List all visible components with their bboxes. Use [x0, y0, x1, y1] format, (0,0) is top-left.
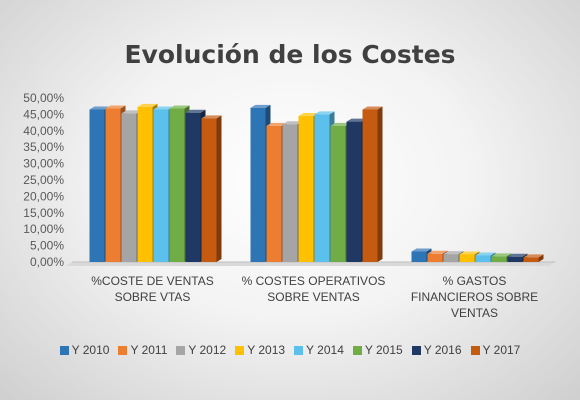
bar-front [459, 254, 475, 262]
y-tick-label: 25,00% [23, 173, 64, 187]
x-tick-label: % COSTES OPERATIVOS SOBRE VENTAS [242, 274, 386, 304]
legend-swatch [59, 345, 69, 355]
legend-label: Y 2016 [423, 343, 462, 357]
bar [201, 115, 222, 262]
bar-top [411, 248, 432, 252]
chart-legend: Y 2010 Y 2011 Y 2012 Y 2013 Y 2014 Y 2015 Y 20… [0, 343, 580, 357]
y-tick-label: 30,00% [23, 157, 64, 171]
legend-item: Y 2015 [352, 343, 403, 357]
x-tick-label: % GASTOS FINANCIEROS SOBRE VENTAS [411, 274, 538, 320]
bar-front [153, 109, 169, 262]
bar-front [491, 256, 507, 262]
legend-swatch [352, 345, 362, 355]
bar-front [169, 108, 185, 262]
legend-swatch [176, 345, 186, 355]
bar-top [250, 104, 271, 108]
bar-front [137, 106, 153, 262]
bar-top [137, 103, 158, 107]
legend-label: Y 2014 [306, 343, 344, 357]
bar-front [185, 112, 201, 262]
bar-top [362, 106, 383, 110]
legend-swatch [294, 345, 304, 355]
bar-front [507, 256, 523, 262]
bar-top [201, 115, 222, 119]
bar-top [443, 251, 464, 255]
y-tick-label: 50,00% [23, 91, 64, 105]
bar-top [266, 122, 287, 126]
bar-front [266, 125, 282, 262]
y-tick-label: 35,00% [23, 140, 64, 154]
legend-item: Y 2014 [294, 343, 344, 357]
bar-front [330, 125, 346, 262]
bar-front [523, 257, 539, 262]
legend-label: Y 2015 [364, 343, 403, 357]
bar-front [475, 255, 491, 262]
bar-side [538, 254, 544, 262]
bar-top [523, 254, 544, 258]
legend-item: Y 2013 [235, 343, 285, 357]
legend-label: Y 2017 [482, 343, 521, 357]
bar-top [121, 110, 142, 114]
y-tick-label: 20,00% [23, 189, 64, 203]
legend-label: Y 2010 [71, 343, 110, 357]
bar-top [507, 253, 528, 257]
legend-item: Y 2017 [470, 343, 521, 357]
bar-top [105, 105, 126, 109]
bar-front [105, 108, 121, 262]
y-tick-label: 0,00% [30, 255, 64, 269]
bar-top [314, 111, 335, 115]
bar-top [89, 106, 110, 110]
y-tick-label: 10,00% [23, 222, 64, 236]
bar-front [89, 109, 105, 262]
bar-top [169, 105, 190, 109]
bar-top [298, 113, 319, 117]
legend-label: Y 2011 [130, 343, 168, 357]
legend-swatch [235, 345, 245, 355]
chart-floor [66, 262, 555, 266]
bar [362, 106, 383, 262]
legend-swatch [411, 345, 421, 355]
bar-side [216, 115, 222, 262]
bar-top [475, 252, 496, 256]
bar-front [314, 114, 330, 263]
bar-front [298, 116, 314, 262]
bar-front [346, 121, 362, 262]
legend-item: Y 2011 [118, 343, 167, 357]
legend-swatch [470, 345, 480, 355]
legend-label: Y 2012 [188, 343, 227, 357]
bar-top [491, 253, 512, 257]
legend-label: Y 2013 [247, 343, 286, 357]
legend-item: Y 2012 [176, 343, 226, 357]
bar-top [346, 118, 367, 122]
bar-front [362, 109, 378, 262]
bar-top [185, 109, 206, 113]
bar-side [377, 106, 383, 262]
y-tick-label: 5,00% [30, 239, 64, 253]
y-tick-label: 15,00% [23, 206, 64, 220]
bar [523, 254, 544, 262]
legend-swatch [118, 345, 128, 355]
y-tick-label: 40,00% [23, 124, 64, 138]
bar-top [459, 251, 480, 255]
bar-front [250, 107, 266, 262]
bar-front [427, 253, 443, 262]
chart-title: Evolución de los Costes [124, 40, 456, 69]
bar-top [153, 106, 174, 110]
bar-top [282, 121, 303, 125]
bar-front [121, 113, 137, 262]
legend-item: Y 2016 [411, 343, 462, 357]
bar-front [411, 251, 427, 262]
bar-top [427, 250, 448, 254]
x-tick-label: %COSTE DE VENTAS SOBRE VTAS [91, 274, 213, 304]
bar-front [282, 124, 298, 263]
legend-item: Y 2010 [59, 343, 110, 357]
bar-front [201, 118, 217, 262]
y-tick-label: 45,00% [23, 107, 64, 121]
bar-front [443, 254, 459, 262]
bar-top [330, 122, 351, 126]
